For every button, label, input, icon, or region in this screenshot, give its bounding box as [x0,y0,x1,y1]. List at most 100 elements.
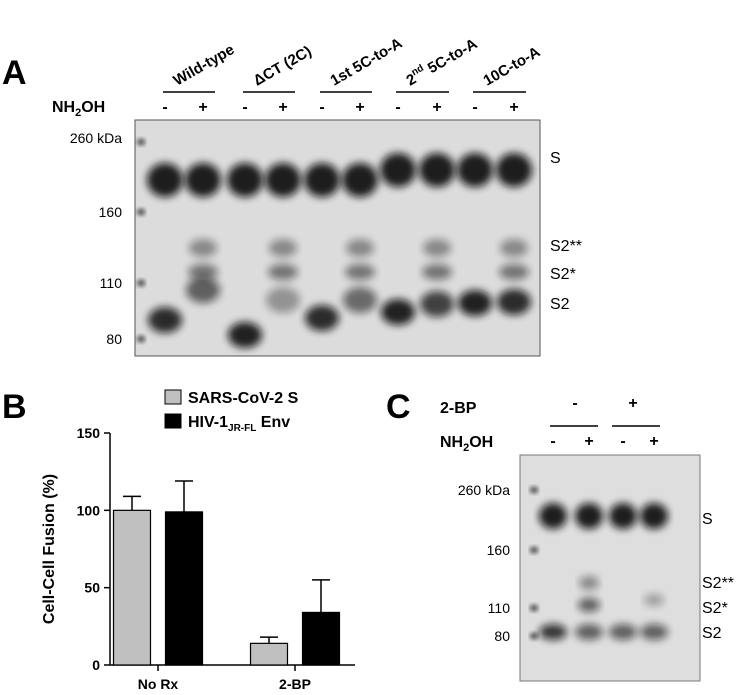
x-tick-label: No Rx [138,676,179,692]
text-part: Env [256,414,290,431]
band-label: S [702,511,713,528]
panel-label: A [2,54,27,92]
band-label: S [550,150,561,167]
text-part: 10C-to-A [481,43,544,89]
gel-band [496,153,532,187]
gel-band [500,239,528,257]
lane-label: 10C-to-A [481,43,544,89]
band-label: S2* [550,266,576,283]
text-part: OH [81,99,105,116]
gel-band [268,264,298,280]
gel-band [147,163,183,197]
lane-label: Wild-type [171,41,238,89]
gel-band [345,264,375,280]
marker-label: 110 [100,275,123,291]
gel-band [640,624,668,640]
text-part: 5C-to-A [421,35,480,79]
bar [112,509,152,666]
gel-frame [134,119,541,357]
gel-band [539,503,567,529]
text-part: JR-FL [228,423,256,434]
band-label: S2** [702,575,734,592]
y-tick-label: 0 [92,657,100,673]
text-part: 1st 5C-to-A [328,35,406,90]
gel-band [185,163,221,197]
panel-label: B [2,388,27,426]
gel-band [575,624,603,640]
gel-band [227,163,263,197]
gel-band [609,624,637,640]
gel-band [644,594,664,606]
treatment-label: 2-BP [440,400,477,417]
gel-band [228,322,262,348]
legend-swatch [164,413,182,429]
gel-band [530,605,538,611]
marker-label: 80 [106,331,122,347]
lane-label: 1st 5C-to-A [328,35,406,90]
gel-band [137,280,145,286]
lane-label: 2nd 5C-to-A [403,33,481,89]
gel-band [381,299,415,325]
text-part: ΔCT (2C) [251,43,315,90]
gel-band [304,163,340,197]
band-label: S2* [702,600,728,617]
band-label: S2 [550,296,570,313]
text-part: HIV-1 [188,414,228,431]
gel-band [530,547,538,553]
gel-band [188,264,218,280]
marker-label: 110 [488,600,511,616]
gel-band [269,239,297,257]
gel-band [346,239,374,257]
lane-sign: + [198,99,207,116]
text-part: 2 [463,442,469,454]
marker-label: 160 [99,204,123,220]
y-tick-label: 100 [77,502,101,518]
gel-band [420,291,454,317]
x-tick-label: 2-BP [279,676,311,692]
lane-sign: - [319,99,324,116]
marker-label: 260 kDa [458,482,510,498]
gel-band [189,239,217,257]
gel-band [137,209,145,215]
lane-sign: - [242,99,247,116]
text-part: 2 [75,107,81,119]
marker-label: 160 [487,542,511,558]
text-part: OH [469,434,493,451]
legend-swatch [164,389,182,405]
bar [249,642,289,666]
lane-sign: + [649,433,658,450]
bar [164,511,204,666]
gel-band [457,153,493,187]
gel-band [305,305,339,331]
gel-band [499,264,529,280]
treatment-label: NH2OH [52,99,105,119]
text-part: SARS-CoV-2 S [188,390,299,407]
gel-band [458,290,492,316]
band-label: S2** [550,238,582,255]
marker-label: 80 [494,628,510,644]
gel-band [575,503,603,529]
bar [301,611,341,666]
lane-sign: + [509,99,518,116]
gel-band [186,277,220,303]
gel-band [423,239,451,257]
treatment-label: NH2OH [440,434,493,454]
text-part: Wild-type [171,41,238,89]
gel-band [137,336,145,342]
gel-band [343,287,377,313]
gel-band [497,289,531,315]
lane-sign: - [550,433,555,450]
gel-band [422,264,452,280]
text-part: NH [52,99,75,116]
text-part: nd [410,63,426,79]
gel-band [266,287,300,313]
marker-label: 260 kDa [70,130,122,146]
lane-sign: - [620,433,625,450]
group-sign: - [572,395,577,412]
gel-band [539,624,567,640]
lane-sign: + [355,99,364,116]
legend-label: HIV-1JR-FL Env [188,414,290,434]
gel-band [137,139,145,145]
text-part: NH [440,434,463,451]
